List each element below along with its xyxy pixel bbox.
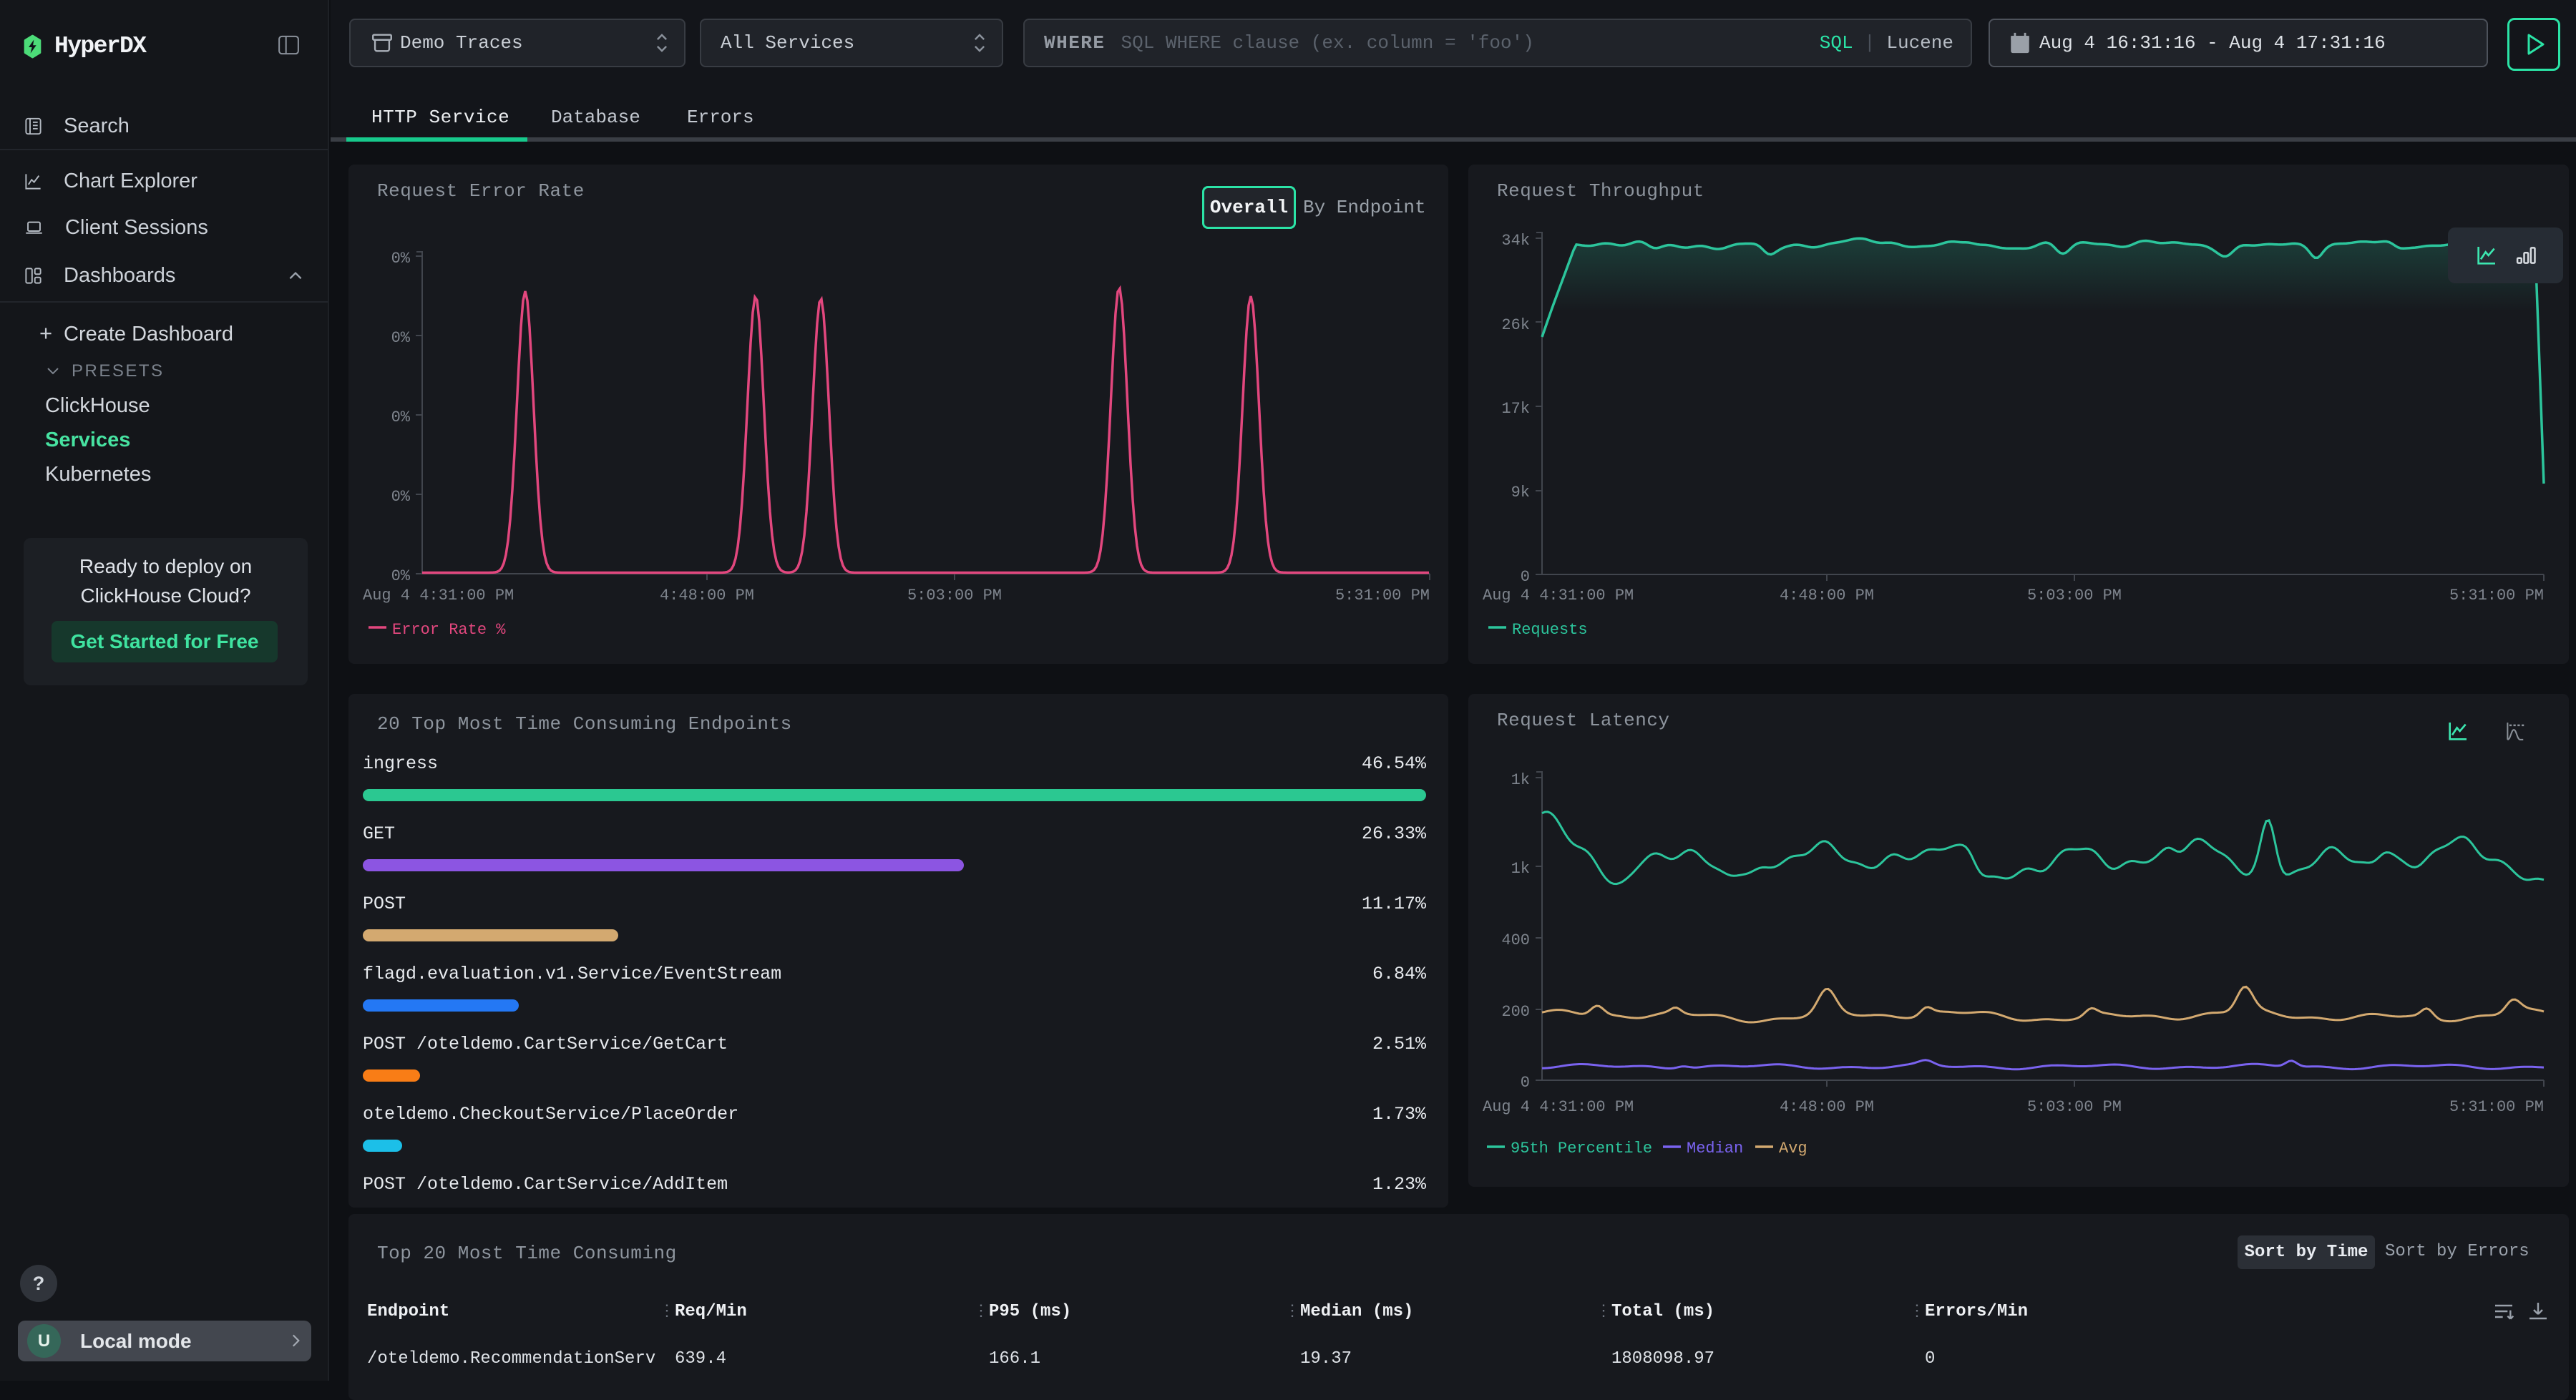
svg-text:95th Percentile: 95th Percentile xyxy=(1511,1140,1652,1157)
svg-text:5:31:00 PM: 5:31:00 PM xyxy=(2449,587,2544,604)
svg-text:1k: 1k xyxy=(1511,771,1530,789)
svg-text:5:31:00 PM: 5:31:00 PM xyxy=(1335,587,1430,604)
svg-text:5:03:00 PM: 5:03:00 PM xyxy=(2027,587,2122,604)
svg-text:1k: 1k xyxy=(1511,860,1530,878)
svg-text:5:31:00 PM: 5:31:00 PM xyxy=(2449,1098,2544,1116)
svg-text:4:48:00 PM: 4:48:00 PM xyxy=(660,587,754,604)
svg-text:34k: 34k xyxy=(1501,232,1530,250)
svg-text:0%: 0% xyxy=(391,488,411,506)
svg-text:0%: 0% xyxy=(391,567,411,585)
svg-text:0%: 0% xyxy=(391,329,411,347)
svg-text:5:03:00 PM: 5:03:00 PM xyxy=(907,587,1002,604)
svg-text:0: 0 xyxy=(1521,568,1530,586)
svg-text:9k: 9k xyxy=(1511,484,1530,501)
svg-text:0: 0 xyxy=(1521,1074,1530,1092)
svg-text:4:48:00 PM: 4:48:00 PM xyxy=(1780,587,1874,604)
svg-text:0%: 0% xyxy=(391,408,411,426)
svg-text:Avg: Avg xyxy=(1779,1140,1807,1157)
svg-text:5:03:00 PM: 5:03:00 PM xyxy=(2027,1098,2122,1116)
svg-text:Aug 4 4:31:00 PM: Aug 4 4:31:00 PM xyxy=(363,587,514,604)
svg-text:Median: Median xyxy=(1687,1140,1743,1157)
svg-text:Error Rate %: Error Rate % xyxy=(392,621,506,639)
svg-text:400: 400 xyxy=(1501,931,1530,949)
svg-text:Requests: Requests xyxy=(1512,621,1588,639)
svg-text:26k: 26k xyxy=(1501,316,1530,334)
svg-text:17k: 17k xyxy=(1501,400,1530,418)
svg-text:0%: 0% xyxy=(391,250,411,268)
svg-text:4:48:00 PM: 4:48:00 PM xyxy=(1780,1098,1874,1116)
svg-text:200: 200 xyxy=(1501,1003,1530,1021)
svg-text:Aug 4 4:31:00 PM: Aug 4 4:31:00 PM xyxy=(1483,587,1634,604)
svg-text:Aug 4 4:31:00 PM: Aug 4 4:31:00 PM xyxy=(1483,1098,1634,1116)
